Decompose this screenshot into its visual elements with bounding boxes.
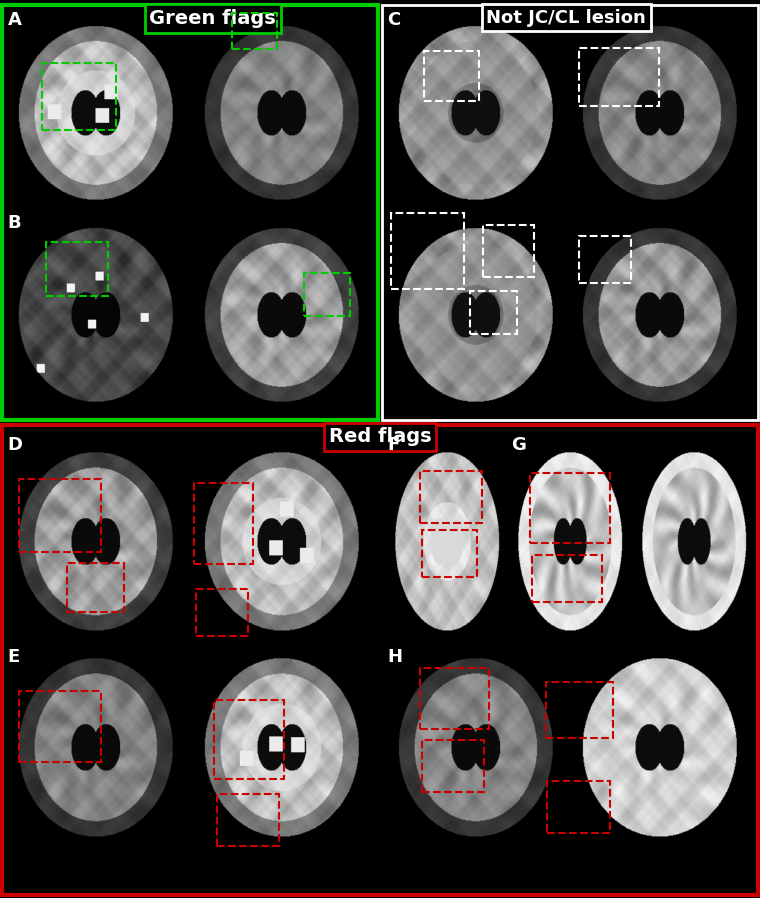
Text: G: G	[511, 436, 526, 453]
Bar	[532, 555, 602, 602]
Bar	[420, 471, 482, 523]
Bar	[547, 781, 610, 833]
Bar	[304, 273, 350, 316]
Bar	[420, 668, 489, 729]
Text: Not JC/CL lesion: Not JC/CL lesion	[486, 9, 646, 27]
Bar	[422, 530, 477, 577]
Bar	[217, 794, 279, 846]
Bar	[579, 236, 631, 283]
Text: E: E	[8, 648, 20, 666]
Bar	[483, 224, 534, 277]
Bar	[46, 242, 108, 296]
Bar	[194, 483, 253, 564]
Bar	[42, 63, 116, 130]
Bar	[382, 5, 758, 420]
Bar	[530, 473, 610, 543]
Text: A: A	[8, 11, 21, 29]
Bar	[391, 213, 464, 289]
Text: H: H	[388, 648, 403, 666]
Bar	[546, 682, 613, 738]
Bar	[19, 479, 101, 552]
Text: Green flags: Green flags	[150, 9, 276, 28]
Bar	[196, 589, 248, 636]
Text: D: D	[8, 436, 23, 453]
Bar	[67, 563, 124, 612]
Text: F: F	[388, 436, 400, 453]
Bar	[422, 740, 484, 792]
Bar	[424, 51, 479, 101]
Text: B: B	[8, 214, 21, 232]
Bar	[579, 48, 659, 106]
Bar	[214, 700, 284, 779]
Bar	[2, 5, 378, 420]
Text: C: C	[388, 11, 401, 29]
Bar	[232, 13, 277, 49]
Bar	[19, 691, 101, 762]
Bar	[470, 291, 517, 334]
Text: Red flags: Red flags	[328, 427, 432, 446]
Bar	[2, 425, 758, 895]
